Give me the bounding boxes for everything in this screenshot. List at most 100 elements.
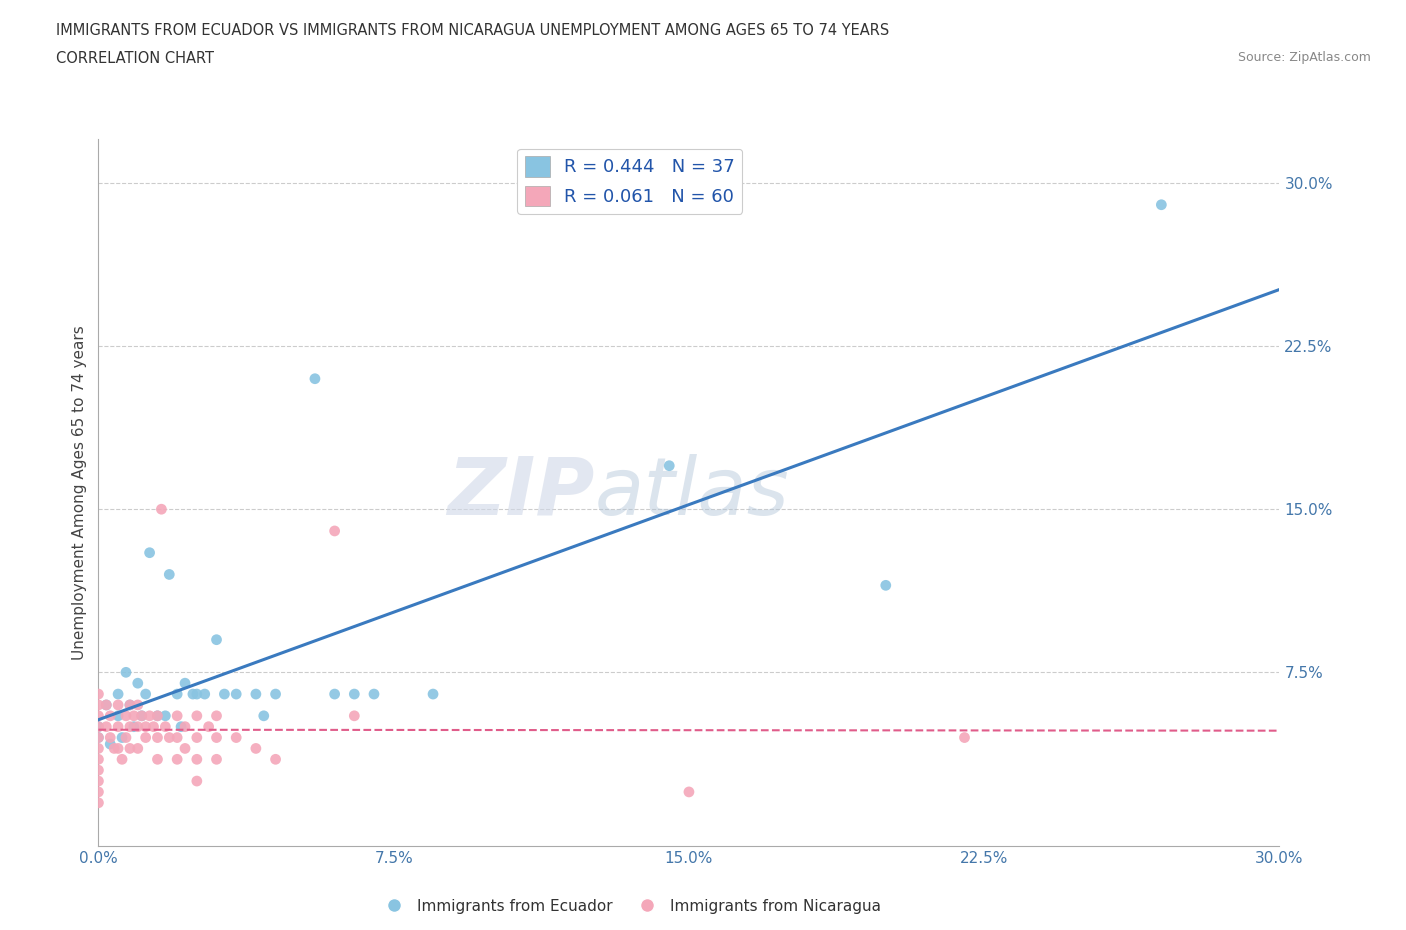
Point	[186, 751, 208, 766]
Point	[87, 719, 110, 734]
Point	[186, 774, 208, 789]
Point	[150, 502, 173, 517]
Point	[264, 686, 287, 701]
Point	[422, 686, 444, 701]
Point	[197, 719, 219, 734]
Point	[107, 719, 129, 734]
Point	[166, 709, 188, 724]
Point	[96, 698, 118, 712]
Point	[111, 730, 134, 745]
Point	[87, 763, 110, 777]
Point	[253, 709, 276, 724]
Point	[174, 676, 197, 691]
Point	[146, 751, 169, 766]
Text: IMMIGRANTS FROM ECUADOR VS IMMIGRANTS FROM NICARAGUA UNEMPLOYMENT AMONG AGES 65 : IMMIGRANTS FROM ECUADOR VS IMMIGRANTS FR…	[56, 23, 890, 38]
Point	[214, 686, 236, 701]
Point	[181, 686, 204, 701]
Point	[118, 741, 141, 756]
Point	[264, 751, 287, 766]
Point	[186, 709, 208, 724]
Point	[107, 741, 129, 756]
Point	[205, 751, 228, 766]
Text: CORRELATION CHART: CORRELATION CHART	[56, 51, 214, 66]
Y-axis label: Unemployment Among Ages 65 to 74 years: Unemployment Among Ages 65 to 74 years	[72, 326, 87, 660]
Point	[170, 719, 193, 734]
Point	[304, 371, 326, 386]
Point	[96, 719, 118, 734]
Point	[115, 730, 138, 745]
Point	[127, 719, 149, 734]
Point	[87, 698, 110, 712]
Point	[87, 774, 110, 789]
Point	[186, 730, 208, 745]
Point	[122, 709, 145, 724]
Point	[87, 751, 110, 766]
Point	[166, 751, 188, 766]
Point	[225, 730, 247, 745]
Point	[205, 632, 228, 647]
Point	[142, 719, 165, 734]
Point	[205, 730, 228, 745]
Point	[135, 730, 157, 745]
Point	[122, 719, 145, 734]
Point	[111, 751, 134, 766]
Point	[96, 698, 118, 712]
Point	[87, 730, 110, 745]
Point	[127, 741, 149, 756]
Point	[1150, 197, 1173, 212]
Point	[875, 578, 897, 592]
Point	[87, 795, 110, 810]
Point	[953, 730, 976, 745]
Point	[245, 686, 267, 701]
Point	[225, 686, 247, 701]
Point	[157, 730, 180, 745]
Point	[138, 545, 160, 560]
Point	[87, 730, 110, 745]
Point	[174, 741, 197, 756]
Point	[118, 698, 141, 712]
Point	[118, 698, 141, 712]
Point	[138, 709, 160, 724]
Point	[323, 524, 346, 538]
Point	[98, 730, 121, 745]
Point	[107, 686, 129, 701]
Point	[157, 567, 180, 582]
Text: atlas: atlas	[595, 454, 789, 532]
Text: ZIP: ZIP	[447, 454, 595, 532]
Point	[146, 730, 169, 745]
Point	[87, 741, 110, 756]
Point	[245, 741, 267, 756]
Point	[115, 665, 138, 680]
Point	[135, 719, 157, 734]
Point	[98, 709, 121, 724]
Point	[678, 785, 700, 800]
Point	[135, 686, 157, 701]
Point	[174, 719, 197, 734]
Point	[166, 686, 188, 701]
Point	[127, 698, 149, 712]
Point	[155, 709, 177, 724]
Point	[166, 730, 188, 745]
Point	[131, 709, 153, 724]
Point	[87, 686, 110, 701]
Point	[115, 709, 138, 724]
Point	[363, 686, 385, 701]
Point	[146, 709, 169, 724]
Point	[323, 686, 346, 701]
Text: Source: ZipAtlas.com: Source: ZipAtlas.com	[1237, 51, 1371, 64]
Point	[87, 719, 110, 734]
Point	[658, 458, 681, 473]
Legend: Immigrants from Ecuador, Immigrants from Nicaragua: Immigrants from Ecuador, Immigrants from…	[373, 893, 887, 920]
Point	[155, 719, 177, 734]
Point	[186, 686, 208, 701]
Point	[343, 686, 366, 701]
Point	[87, 709, 110, 724]
Point	[107, 709, 129, 724]
Point	[205, 709, 228, 724]
Point	[131, 709, 153, 724]
Point	[87, 785, 110, 800]
Point	[194, 686, 217, 701]
Point	[146, 709, 169, 724]
Point	[107, 698, 129, 712]
Point	[127, 676, 149, 691]
